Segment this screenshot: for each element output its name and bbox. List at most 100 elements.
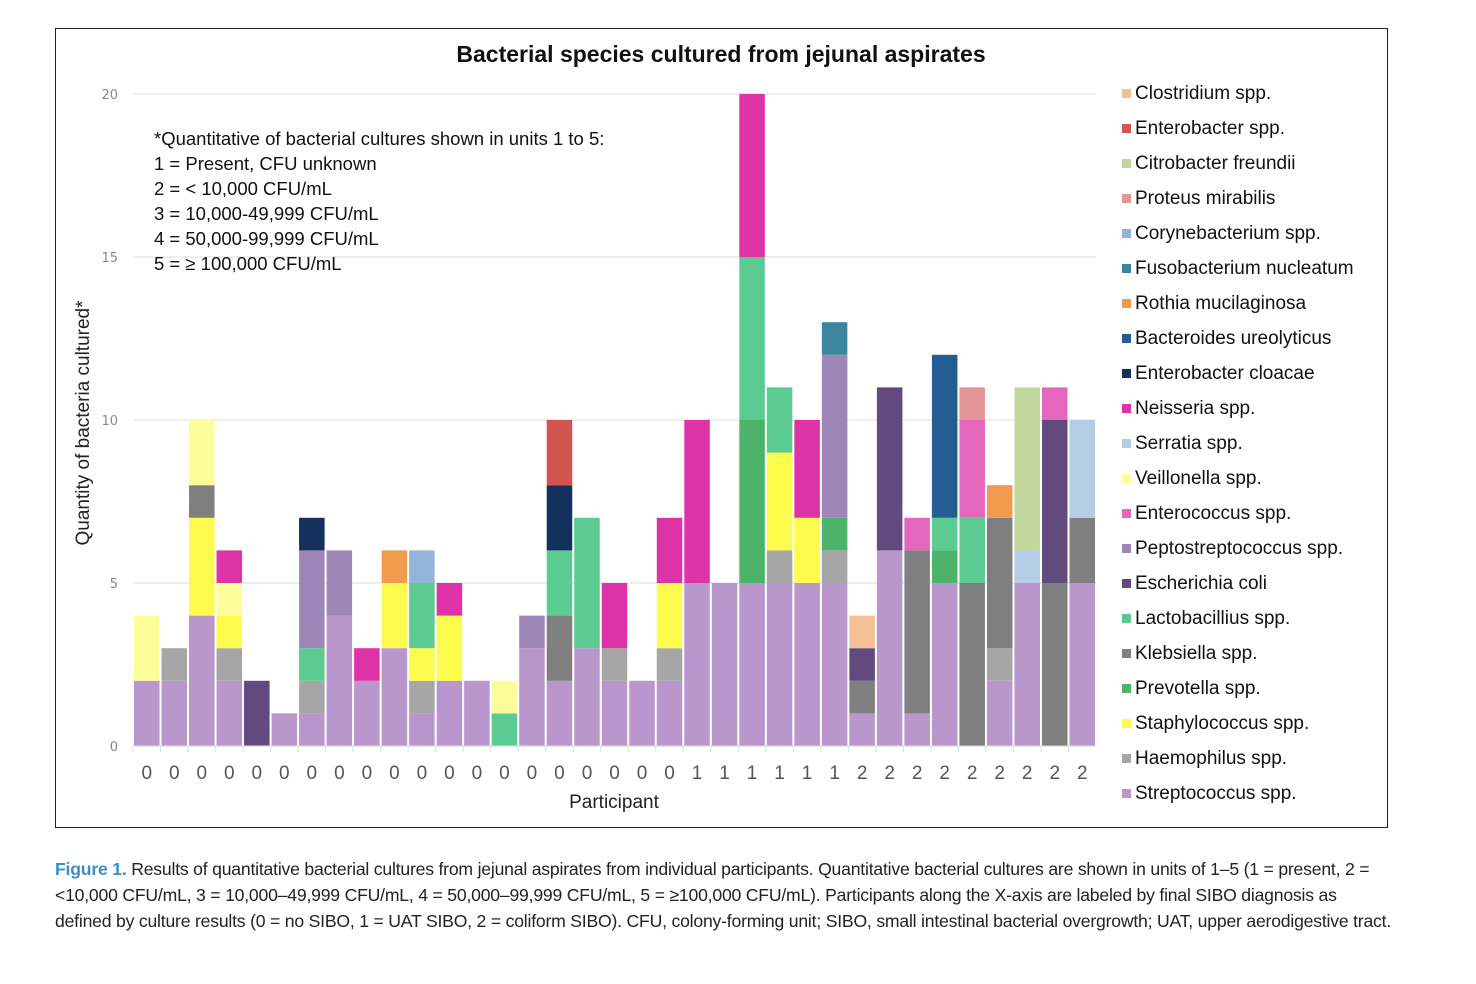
legend-item: Serratia spp. xyxy=(1122,433,1243,454)
bar-segment xyxy=(876,387,903,551)
legend-label: Rothia mucilaginosa xyxy=(1135,293,1307,314)
bar-segment xyxy=(519,648,545,746)
figure-caption: Figure 1. Results of quantitative bacter… xyxy=(55,856,1395,934)
x-tick-label: 0 xyxy=(224,763,235,784)
bar-segment xyxy=(216,648,243,681)
caption-text: Results of quantitative bacterial cultur… xyxy=(55,859,1392,931)
y-tick-label: 20 xyxy=(101,88,118,103)
bar-segment xyxy=(546,485,573,551)
bar-segment xyxy=(381,648,408,746)
legend-label: Prevotella spp. xyxy=(1135,678,1261,699)
legend-label: Escherichia coli xyxy=(1135,573,1267,594)
bar-segment xyxy=(546,615,573,681)
bar-segment xyxy=(794,583,820,746)
legend-item: Haemophilus spp. xyxy=(1122,748,1287,769)
bar-segment xyxy=(766,583,793,746)
bar-segment xyxy=(849,615,875,649)
legend-label: Bacteroides ureolyticus xyxy=(1135,328,1331,349)
legend-item: Prevotella spp. xyxy=(1122,678,1261,699)
bar-segment xyxy=(436,615,463,681)
legend-swatch xyxy=(1122,334,1131,343)
legend-swatch xyxy=(1122,789,1131,798)
legend-label: Enterobacter cloacae xyxy=(1135,363,1315,384)
bar-segment xyxy=(326,615,353,746)
y-tick-label: 10 xyxy=(101,414,118,429)
x-tick-label: 0 xyxy=(141,763,152,784)
bar-segment xyxy=(766,550,793,583)
x-tick-label: 0 xyxy=(637,763,648,784)
bar-segment xyxy=(656,648,683,681)
legend-item: Rothia mucilaginosa xyxy=(1122,293,1307,314)
y-axis-label: Quantity of bacteria cultured* xyxy=(73,300,94,546)
figure-label: Figure 1. xyxy=(55,859,127,879)
bar-segment xyxy=(959,420,985,518)
bar-segment xyxy=(739,420,765,583)
legend-item: Enterococcus spp. xyxy=(1122,503,1291,524)
legend-label: Citrobacter freundii xyxy=(1135,153,1296,174)
bar-segment xyxy=(436,680,463,746)
bar-segment xyxy=(931,517,958,551)
bar-segment xyxy=(904,517,930,551)
bar-segment xyxy=(409,583,435,649)
legend-swatch xyxy=(1122,159,1131,168)
bar-segment xyxy=(546,550,573,616)
x-tick-label: 0 xyxy=(582,763,593,784)
legend-label: Enterococcus spp. xyxy=(1135,503,1291,524)
legend-swatch xyxy=(1122,754,1131,763)
legend-swatch xyxy=(1122,264,1131,273)
x-tick-label: 2 xyxy=(1049,763,1060,784)
legend-label: Neisseria spp. xyxy=(1135,398,1255,419)
annotation-line: 1 = Present, CFU unknown xyxy=(154,153,377,174)
y-tick-label: 15 xyxy=(101,251,118,266)
legend-item: Staphylococcus spp. xyxy=(1122,713,1309,734)
legend-label: Proteus mirabilis xyxy=(1135,188,1275,209)
bar-segment xyxy=(931,354,958,518)
legend-swatch xyxy=(1122,474,1131,483)
x-tick-label: 0 xyxy=(307,763,318,784)
legend-swatch xyxy=(1122,579,1131,588)
x-tick-label: 2 xyxy=(939,763,950,784)
bar-segment xyxy=(821,517,848,551)
bar-segment xyxy=(189,615,215,746)
x-tick-label: 0 xyxy=(554,763,565,784)
bar-segment xyxy=(491,680,518,714)
bar-segment xyxy=(959,517,985,583)
x-tick-label: 0 xyxy=(279,763,290,784)
legend-item: Fusobacterium nucleatum xyxy=(1122,258,1354,279)
legend-label: Streptococcus spp. xyxy=(1135,783,1297,804)
x-axis-label: Participant xyxy=(569,792,659,813)
bar-segment xyxy=(601,648,628,681)
bar-segment xyxy=(766,387,793,453)
bar-segment xyxy=(216,615,243,649)
bar-segment xyxy=(1069,517,1095,583)
units-annotation: *Quantitative of bacterial cultures show… xyxy=(154,128,604,274)
bar-segment xyxy=(189,420,215,486)
bar-segment xyxy=(931,583,958,746)
bar-segment xyxy=(656,680,683,746)
bar-segment xyxy=(904,713,930,746)
legend-item: Lactobacillius spp. xyxy=(1122,608,1290,629)
legend-item: Veillonella spp. xyxy=(1122,468,1262,489)
bar-segment xyxy=(381,583,408,649)
bar-segment xyxy=(491,713,518,746)
x-tick-label: 1 xyxy=(802,763,813,784)
legend-item: Enterobacter spp. xyxy=(1122,118,1285,139)
legend-label: Serratia spp. xyxy=(1135,433,1243,454)
y-tick-label: 0 xyxy=(110,740,118,755)
x-tick-label: 0 xyxy=(664,763,675,784)
bar-segment xyxy=(464,680,490,746)
bar-segment xyxy=(821,583,848,746)
legend-swatch xyxy=(1122,509,1131,518)
x-tick-label: 1 xyxy=(692,763,703,784)
legend-label: Staphylococcus spp. xyxy=(1135,713,1309,734)
x-tick-label: 0 xyxy=(389,763,400,784)
bar-segment xyxy=(409,680,435,714)
annotation-line: *Quantitative of bacterial cultures show… xyxy=(154,128,604,149)
bar-segment xyxy=(161,648,188,681)
bar-segment xyxy=(1069,420,1095,518)
x-tick-label: 0 xyxy=(362,763,373,784)
bar-segment xyxy=(1041,583,1068,746)
bar-segment xyxy=(574,517,600,649)
bar-segment xyxy=(986,517,1013,649)
